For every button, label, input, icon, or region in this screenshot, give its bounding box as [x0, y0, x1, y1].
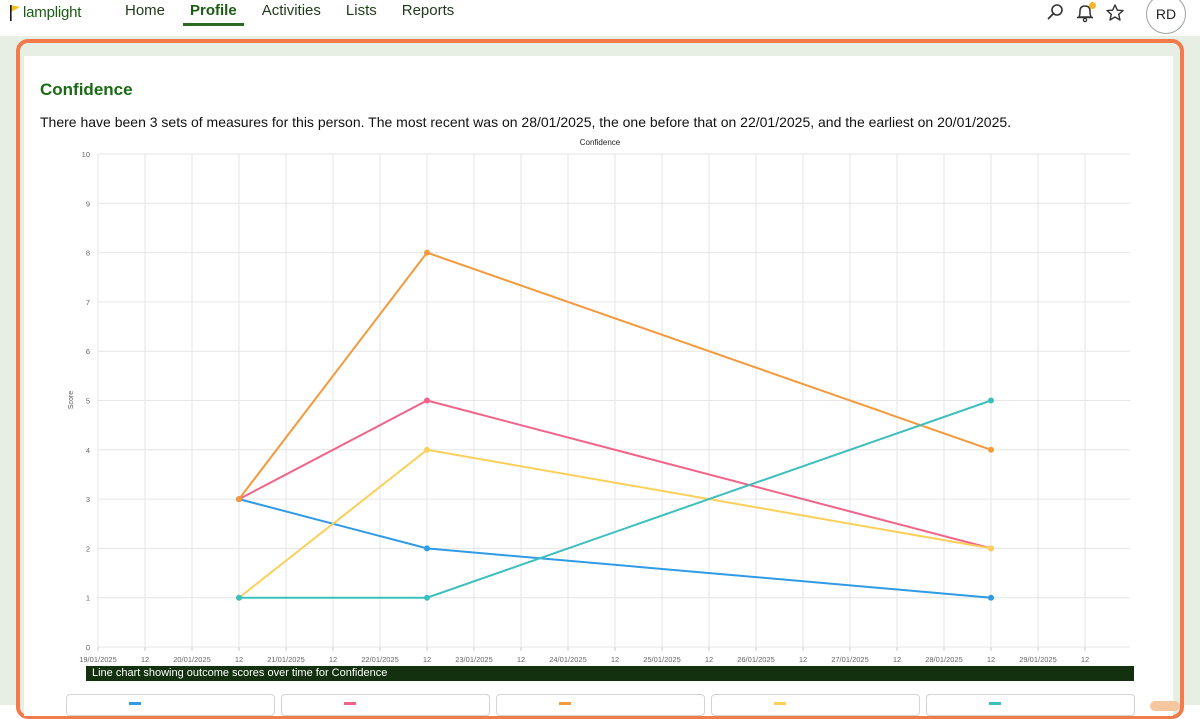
lamp-flag-icon [8, 3, 22, 21]
legend-item-1[interactable] [66, 694, 275, 716]
nav-reports[interactable]: Reports [401, 2, 455, 19]
nav-lists[interactable]: Lists [345, 2, 377, 19]
legend-item-4[interactable] [711, 694, 920, 716]
chart-caption: Line chart showing outcome scores over t… [86, 666, 1134, 681]
chart-legend [66, 694, 1141, 716]
measures-description: There have been 3 sets of measures for t… [40, 114, 1012, 130]
notification-dot [1089, 2, 1096, 9]
legend-item-2[interactable] [281, 694, 490, 716]
outcome-card [24, 56, 1173, 716]
user-avatar[interactable]: RD [1146, 0, 1186, 34]
legend-swatch [559, 702, 571, 705]
header-icons [1040, 0, 1130, 26]
legend-swatch [344, 702, 356, 705]
search-icon[interactable] [1040, 0, 1070, 26]
nav-home[interactable]: Home [125, 2, 166, 19]
bell-icon[interactable] [1070, 0, 1100, 26]
legend-swatch [774, 702, 786, 705]
section-title: Confidence [40, 80, 133, 99]
star-icon[interactable] [1100, 0, 1130, 26]
nav-profile[interactable]: Profile [183, 0, 244, 26]
legend-item-3[interactable] [496, 694, 705, 716]
legend-swatch [129, 702, 141, 705]
top-navigation-bar: lamplight Home Profile Activities Lists … [0, 0, 1200, 36]
main-navigation: Home Profile Activities Lists Reports [118, 0, 472, 26]
nav-activities[interactable]: Activities [261, 2, 321, 19]
corner-tab[interactable] [1150, 701, 1180, 711]
legend-item-5[interactable] [926, 694, 1135, 716]
logo-text: lamplight [23, 3, 82, 21]
legend-swatch [989, 702, 1001, 705]
lamplight-logo[interactable]: lamplight [8, 0, 81, 24]
